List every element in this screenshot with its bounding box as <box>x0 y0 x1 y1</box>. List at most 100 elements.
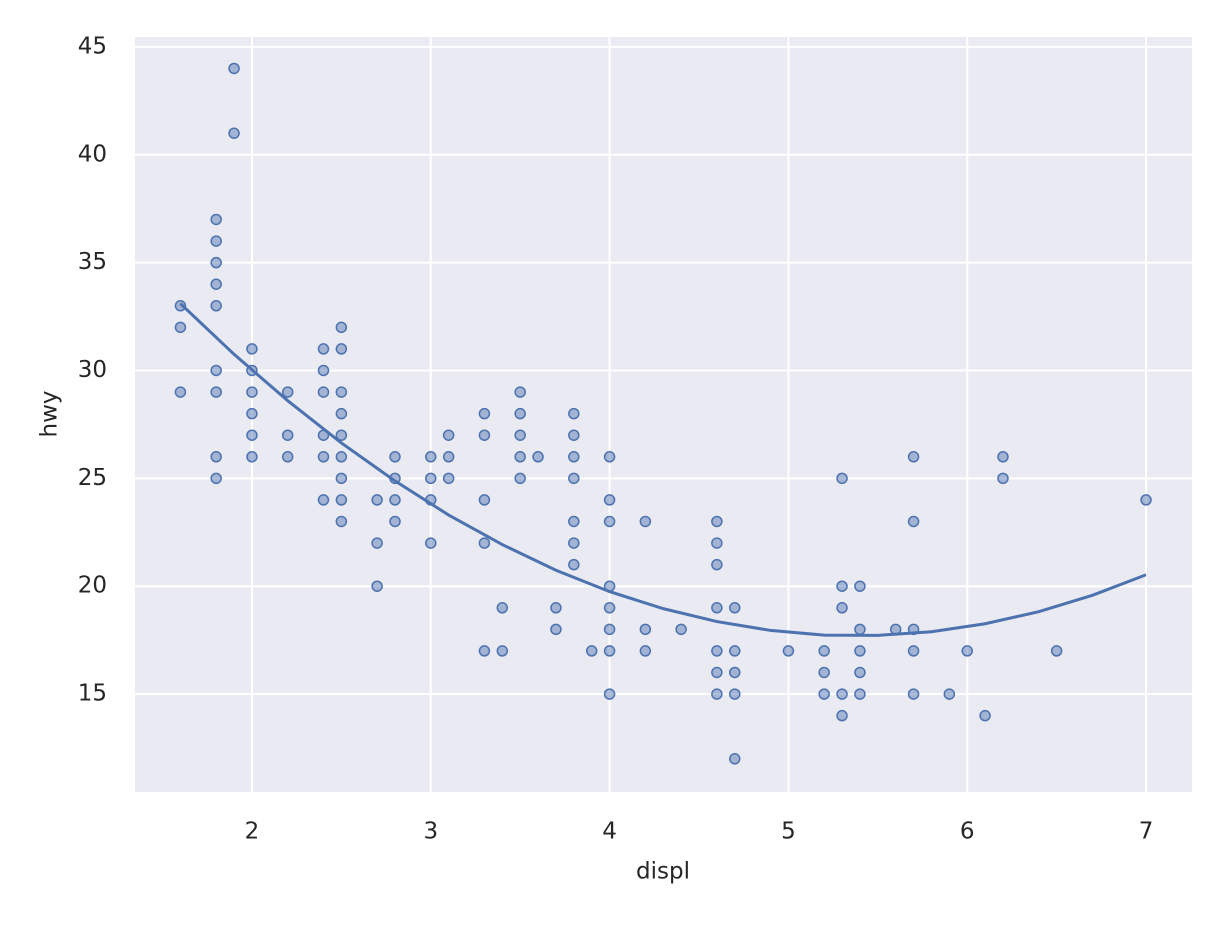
point <box>514 472 526 485</box>
point <box>568 515 580 528</box>
point <box>961 645 973 657</box>
point <box>246 407 258 420</box>
point <box>603 645 616 657</box>
point <box>210 256 222 269</box>
point <box>174 300 187 312</box>
point <box>568 472 580 485</box>
point <box>782 645 795 657</box>
point <box>478 429 491 441</box>
x-tick-label: 4 <box>602 819 617 845</box>
point <box>389 451 401 463</box>
point <box>711 688 723 700</box>
point <box>729 688 741 700</box>
point <box>568 451 580 463</box>
grid <box>135 37 1192 792</box>
point <box>317 494 330 506</box>
x-tick-label: 2 <box>245 819 260 845</box>
point <box>568 558 580 571</box>
point <box>675 623 687 636</box>
point <box>603 688 616 700</box>
point <box>425 451 437 463</box>
point <box>568 537 580 549</box>
point <box>442 472 455 485</box>
y-axis-label: hwy <box>37 391 63 438</box>
point <box>818 688 830 700</box>
point <box>335 494 348 506</box>
point <box>478 494 491 506</box>
point <box>478 645 491 657</box>
y-tick-label: 15 <box>78 681 107 707</box>
y-tick-label: 20 <box>78 573 107 599</box>
plot-area <box>135 37 1192 792</box>
y-tick-label: 35 <box>78 249 107 275</box>
point <box>854 666 866 679</box>
point <box>603 494 616 506</box>
point <box>246 451 258 463</box>
point <box>496 602 509 614</box>
point <box>836 602 848 614</box>
point <box>478 407 491 420</box>
point <box>425 537 437 549</box>
point <box>371 580 383 592</box>
point <box>514 451 526 463</box>
point <box>711 515 723 528</box>
point <box>997 472 1009 485</box>
point <box>907 451 920 463</box>
point <box>496 645 509 657</box>
point <box>818 645 830 657</box>
point <box>425 472 437 485</box>
point <box>854 623 866 636</box>
point <box>317 364 330 377</box>
x-tick-label: 5 <box>781 819 796 845</box>
point <box>568 407 580 420</box>
point <box>246 386 258 398</box>
point <box>585 645 598 657</box>
point <box>335 429 348 441</box>
point <box>174 386 187 398</box>
y-tick-label: 45 <box>78 33 107 59</box>
x-tick-label: 3 <box>423 819 438 845</box>
x-tick-label: 6 <box>960 819 975 845</box>
point <box>514 386 526 398</box>
point <box>210 386 222 398</box>
point <box>335 515 348 528</box>
point <box>335 343 348 355</box>
point <box>836 688 848 700</box>
point <box>210 472 222 485</box>
point <box>729 666 741 679</box>
point <box>210 300 222 312</box>
point <box>711 645 723 657</box>
point <box>907 688 920 700</box>
point <box>210 451 222 463</box>
point <box>818 666 830 679</box>
point <box>997 451 1009 463</box>
point <box>854 645 866 657</box>
point <box>639 515 652 528</box>
point <box>389 494 401 506</box>
marks <box>174 62 1152 765</box>
point <box>711 666 723 679</box>
point <box>514 407 526 420</box>
point <box>729 602 741 614</box>
point <box>711 602 723 614</box>
point <box>639 623 652 636</box>
point <box>210 213 222 226</box>
point <box>729 753 741 765</box>
point <box>317 343 330 355</box>
point <box>1050 645 1063 657</box>
y-tick-label: 30 <box>78 357 107 383</box>
point <box>550 602 562 614</box>
point <box>603 623 616 636</box>
point <box>442 429 455 441</box>
point <box>281 429 294 441</box>
point <box>335 386 348 398</box>
point <box>246 429 258 441</box>
point <box>210 235 222 247</box>
point <box>907 645 920 657</box>
point <box>210 364 222 377</box>
point <box>836 580 848 592</box>
point <box>711 558 723 571</box>
point <box>317 451 330 463</box>
point <box>907 515 920 528</box>
